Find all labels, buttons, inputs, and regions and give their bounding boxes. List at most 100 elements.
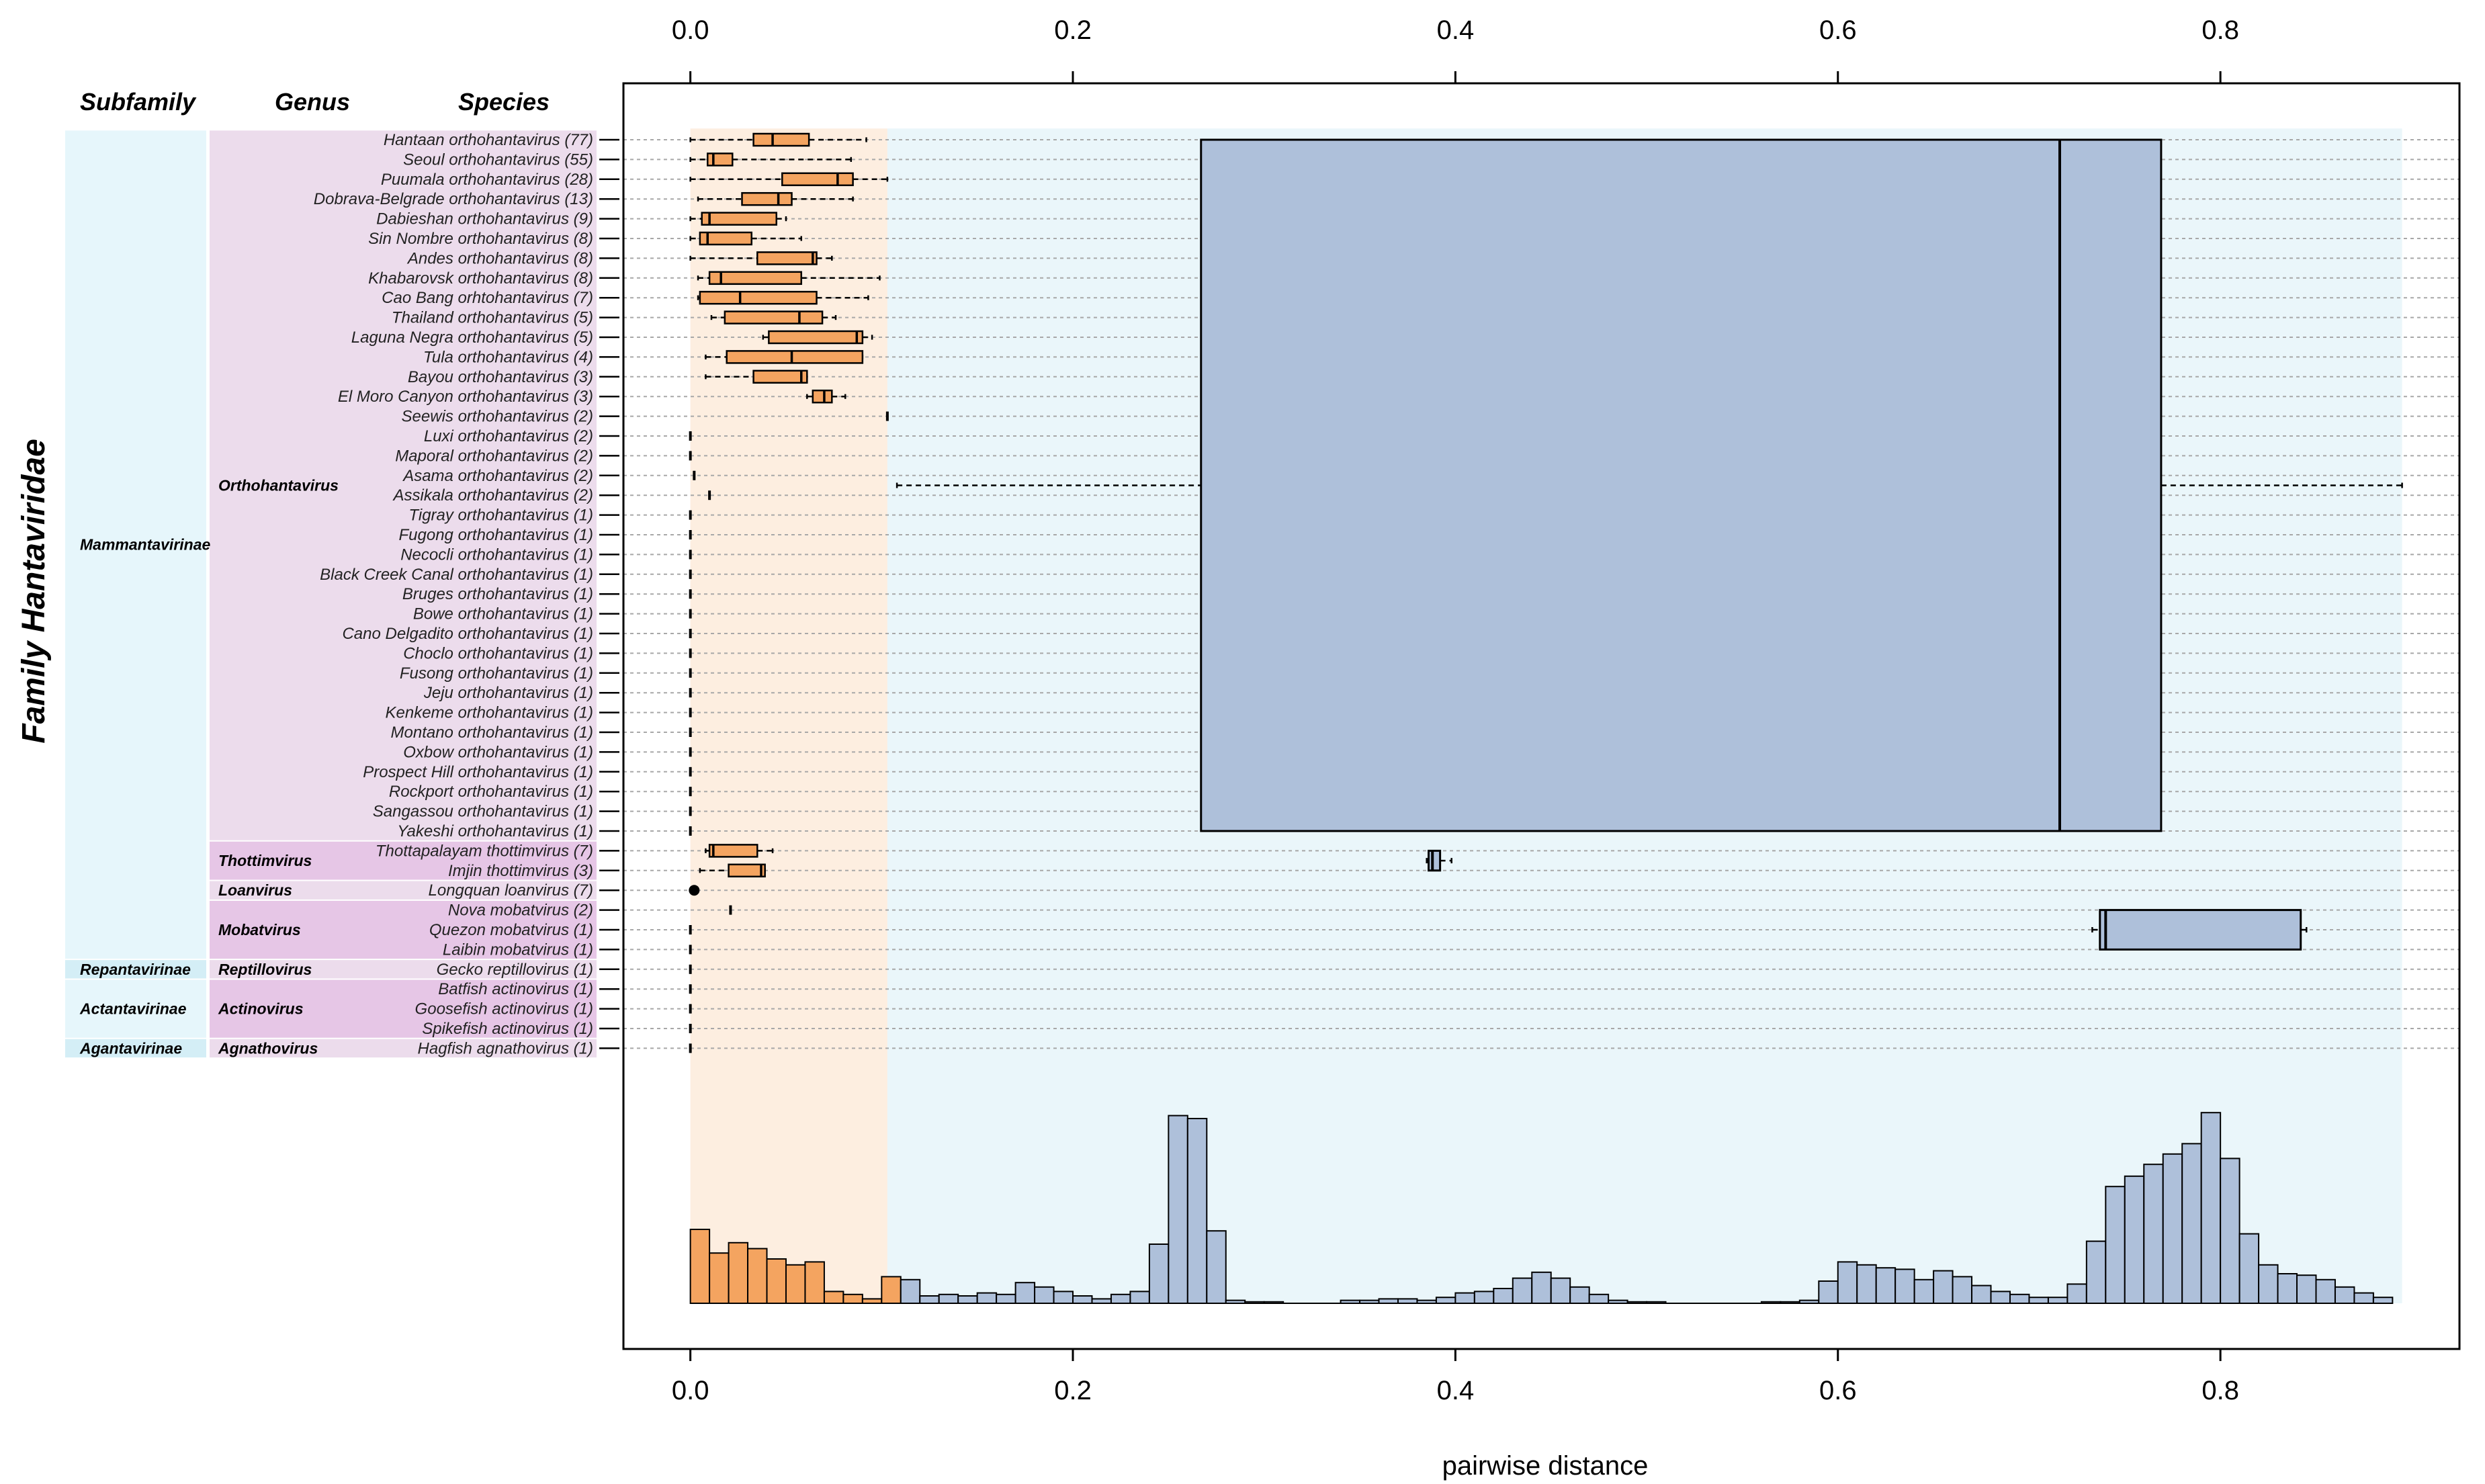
- species-label: Cano Delgadito orthohantavirus (1): [342, 625, 593, 643]
- species-label: Quezon mobatvirus (1): [429, 921, 593, 939]
- histogram-bar: [1588, 1293, 1610, 1305]
- species-label: Rockport orthohantavirus (1): [389, 783, 593, 801]
- intra-species-boxes: [689, 132, 889, 1053]
- histogram-bar: [1875, 1267, 1897, 1304]
- histogram-bar: [709, 1252, 730, 1304]
- histogram-bar: [728, 1241, 749, 1305]
- species-label: Kenkeme orthohantavirus (1): [386, 704, 594, 722]
- histogram-bar: [1206, 1230, 1227, 1304]
- species-label: Montano orthohantavirus (1): [391, 724, 594, 742]
- histogram-bar: [689, 1229, 711, 1304]
- subfamily-label: Repantavirinae: [80, 961, 191, 978]
- histogram-bar: [785, 1264, 806, 1305]
- box-iqr: [812, 389, 833, 404]
- species-label: Laibin mobatvirus (1): [443, 941, 593, 959]
- species-label: Prospect Hill orthohantavirus (1): [363, 763, 593, 781]
- histogram-bar: [1894, 1268, 1915, 1305]
- species-label: Fusong orthohantavirus (1): [400, 664, 593, 683]
- species-label: Batfish actinovirus (1): [438, 980, 593, 998]
- genus-label: Mobatvirus: [218, 921, 301, 939]
- species-label: Longquan loanvirus (7): [429, 881, 594, 900]
- histogram-bar: [1913, 1278, 1935, 1305]
- histogram-bar: [2258, 1264, 2279, 1305]
- species-label: Oxbow orthohantavirus (1): [403, 743, 593, 761]
- inter-genus-boxes: [896, 138, 2403, 951]
- top-tick-label: 0.4: [1437, 15, 1475, 45]
- histogram-bar: [1053, 1291, 1074, 1305]
- species-label: Choclo orthohantavirus (1): [403, 644, 593, 662]
- genus-label: Actinovirus: [218, 1000, 304, 1018]
- histogram-bar: [2105, 1186, 2126, 1304]
- species-label: Imjin thottimvirus (3): [448, 862, 593, 880]
- species-label: Fugong orthohantavirus (1): [399, 526, 594, 544]
- box-iqr: [701, 212, 778, 226]
- histogram-bar: [1512, 1277, 1533, 1304]
- histogram-bar: [2334, 1286, 2355, 1305]
- histogram-bar: [2353, 1292, 2374, 1304]
- box-iqr: [1428, 849, 1442, 872]
- histogram-bar: [747, 1248, 768, 1304]
- row-labels: Hantaan orthohantavirus (77)Seoul orthoh…: [79, 131, 619, 1057]
- header-genus: Genus: [275, 88, 350, 116]
- bottom-tick-label: 0.8: [2201, 1376, 2239, 1405]
- box-iqr: [726, 350, 864, 364]
- header-species: Species: [458, 88, 550, 116]
- box-iqr: [724, 310, 824, 324]
- x-axis-label: pairwise distance: [1442, 1451, 1649, 1481]
- histogram-bar: [2085, 1240, 2107, 1304]
- histogram-bar: [1990, 1291, 2011, 1305]
- box-iqr: [1200, 138, 2163, 832]
- box-iqr: [708, 844, 758, 858]
- histogram-bar: [2124, 1175, 2145, 1305]
- genus-block: [210, 979, 597, 1038]
- subfamily-block: [65, 960, 206, 979]
- species-label: Sin Nombre orthohantavirus (8): [368, 230, 593, 248]
- species-label: Andes orthohantavirus (8): [406, 249, 593, 267]
- histogram-bar: [938, 1293, 959, 1305]
- species-label: Goosefish actinovirus (1): [415, 1000, 593, 1018]
- subfamily-label: Mammantavirinae: [80, 536, 211, 554]
- species-label: Thailand orthohantavirus (5): [392, 309, 593, 327]
- species-label: Nova mobatvirus (2): [448, 902, 593, 920]
- species-label: Cao Bang orhtohantavirus (7): [382, 289, 593, 307]
- box-iqr: [741, 191, 793, 206]
- species-label: Assikala orthohantavirus (2): [392, 486, 593, 505]
- histogram-bar: [2315, 1278, 2336, 1305]
- histogram-bar: [1550, 1277, 1571, 1304]
- species-label: Bruges orthohantavirus (1): [402, 585, 593, 603]
- box-iqr: [699, 231, 752, 246]
- box-iqr: [707, 152, 734, 167]
- histogram-bar: [1933, 1270, 1954, 1304]
- species-label: Dobrava-Belgrade orthohantavirus (13): [314, 190, 593, 208]
- histogram-bar: [1148, 1243, 1170, 1304]
- histogram-bar: [881, 1276, 902, 1305]
- genus-block: [210, 841, 597, 880]
- species-label: Jeju orthohantavirus (1): [423, 684, 593, 702]
- histogram-bar: [2296, 1274, 2317, 1304]
- bottom-tick-label: 0.0: [672, 1376, 709, 1405]
- species-label: Thottapalayam thottimvirus (7): [376, 842, 593, 860]
- subfamily-block: [65, 979, 206, 1038]
- histogram-bar: [823, 1291, 844, 1305]
- histogram-bar: [1856, 1264, 1877, 1305]
- histogram-bar: [2372, 1297, 2394, 1304]
- box-iqr: [2099, 909, 2302, 951]
- subfamily-label: Agantavirinae: [79, 1039, 182, 1057]
- box-iqr: [781, 172, 854, 187]
- genus-label: Reptillovirus: [218, 961, 312, 978]
- outlier-point: [689, 885, 700, 896]
- histogram-bar: [1569, 1286, 1590, 1305]
- species-label: Necocli orthohantavirus (1): [400, 545, 593, 564]
- species-label: Khabarovsk orthohantavirus (8): [368, 269, 593, 288]
- histogram-bar: [976, 1292, 998, 1304]
- histogram-bar: [1952, 1276, 1973, 1305]
- histogram-bar: [2009, 1293, 2030, 1305]
- box-iqr: [768, 330, 864, 345]
- box-iqr: [708, 271, 803, 286]
- x-axes: 0.0 0.0 0.2 0.2 0.4 0.4 0.6 0.6 0.8 0.8: [672, 15, 2239, 1405]
- species-label: Bayou orthohantavirus (3): [408, 368, 593, 386]
- histogram-bar: [2277, 1273, 2298, 1304]
- box-iqr: [756, 251, 818, 265]
- species-label: Black Creek Canal orthohantavirus (1): [320, 566, 593, 584]
- top-tick-label: 0.8: [2201, 15, 2239, 45]
